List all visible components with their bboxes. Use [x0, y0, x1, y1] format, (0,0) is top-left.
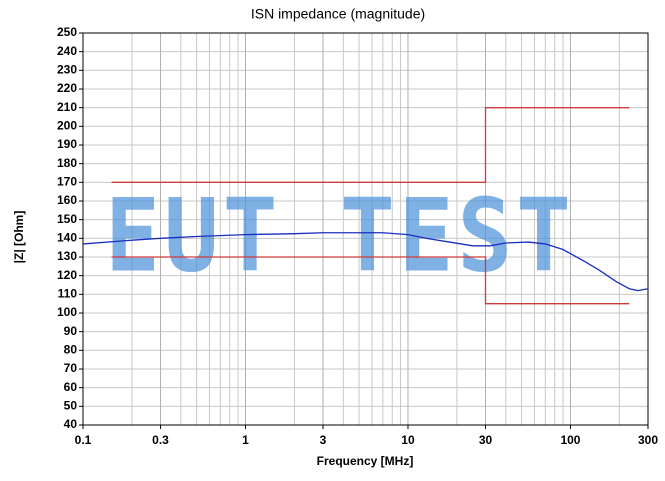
x-tick-label: 30 [479, 433, 493, 447]
y-tick-label: 70 [64, 361, 78, 375]
y-tick-label: 250 [57, 25, 77, 39]
y-tick-label: 130 [57, 249, 77, 263]
x-tick-label: 3 [320, 433, 327, 447]
line-series [82, 232, 649, 292]
y-tick-label: 140 [57, 231, 77, 245]
line-series [111, 107, 630, 183]
x-tick-label: 10 [401, 433, 415, 447]
y-tick-label: 150 [57, 212, 77, 226]
y-tick-label: 120 [57, 268, 77, 282]
y-tick-label: 40 [64, 417, 78, 431]
line-series [111, 256, 630, 305]
x-tick-label: 300 [638, 433, 658, 447]
y-tick-label: 220 [57, 81, 77, 95]
y-tick-label: 170 [57, 175, 77, 189]
y-tick-label: 240 [57, 44, 77, 58]
chart-title: ISN impedance (magnitude) [251, 6, 425, 22]
plot-area [83, 33, 648, 425]
x-tick-label: 0.3 [152, 433, 169, 447]
y-axis-label: |Z| [Ohm] [12, 211, 26, 264]
y-tick-label: 160 [57, 193, 77, 207]
y-tick-label: 180 [57, 156, 77, 170]
plot-frame [82, 32, 649, 426]
y-tick-label: 200 [57, 119, 77, 133]
x-axis-label: Frequency [MHz] [317, 454, 414, 468]
y-tick-label: 110 [58, 287, 78, 301]
x-tick-label: 0.1 [75, 433, 92, 447]
watermark: EUT TEST [105, 177, 575, 294]
y-tick-label: 190 [57, 137, 77, 151]
x-tick-label: 100 [560, 433, 580, 447]
y-tick-label: 50 [64, 399, 78, 413]
x-tick-label: 1 [242, 433, 249, 447]
y-tick-label: 210 [57, 100, 77, 114]
y-tick-label: 80 [64, 343, 78, 357]
y-tick-label: 90 [64, 324, 78, 338]
y-tick-label: 100 [57, 305, 77, 319]
y-tick-label: 60 [64, 380, 78, 394]
y-tick-label: 230 [57, 63, 77, 77]
